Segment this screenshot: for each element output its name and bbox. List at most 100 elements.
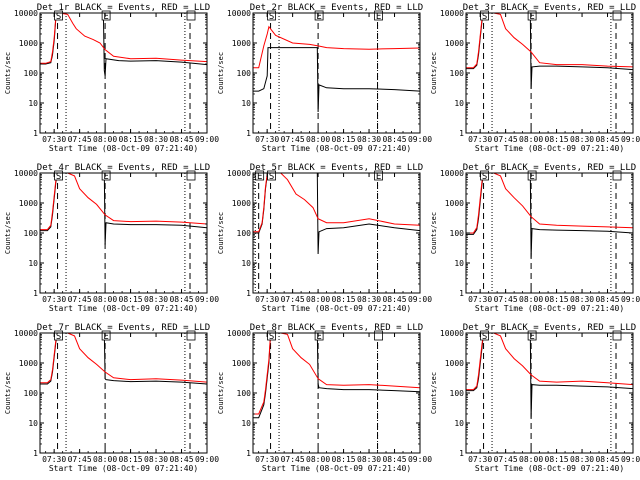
y-tick-label: 10000 — [440, 169, 464, 178]
y-axis-label: Counts/sec — [217, 212, 225, 254]
plot-frame — [39, 332, 208, 454]
x-tick-label: 07:45 — [494, 295, 518, 304]
events-series-line — [466, 333, 633, 418]
y-tick-label: 1 — [459, 289, 464, 298]
x-tick-label: 07:45 — [68, 135, 92, 144]
marker-box — [527, 10, 537, 21]
x-axis-label: Start Time (08-Oct-09 07:21:40) — [262, 144, 411, 153]
x-tick-label: 07:30 — [42, 135, 66, 144]
x-tick-label: 07:30 — [468, 135, 492, 144]
x-tick-label: 08:15 — [119, 455, 143, 464]
y-tick-label: 10 — [454, 419, 464, 428]
x-tick-label: 09:00 — [621, 455, 640, 464]
y-tick-label: 10000 — [440, 329, 464, 338]
x-tick-label: 08:15 — [332, 295, 356, 304]
x-tick-label: 08:45 — [382, 135, 406, 144]
y-tick-label: 1 — [246, 129, 251, 138]
y-tick-label: 100 — [24, 229, 39, 238]
x-tick-label: 07:30 — [42, 455, 66, 464]
y-axis-label: Counts/sec — [430, 52, 438, 94]
panel-title: Det 3r BLACK = Events, RED = LLD — [463, 3, 636, 13]
y-tick-label: 1 — [33, 129, 38, 138]
x-tick-label: 07:45 — [68, 455, 92, 464]
x-tick-label: 08:30 — [357, 135, 381, 144]
marker-box — [101, 330, 111, 341]
y-tick-label: 100 — [237, 229, 252, 238]
x-tick-label: 08:00 — [93, 455, 117, 464]
marker-box — [612, 330, 622, 341]
marker-label: S — [269, 332, 274, 342]
marker-box — [612, 10, 622, 21]
events-series-line — [253, 333, 420, 419]
x-tick-label: 09:00 — [621, 295, 640, 304]
plot-frame — [252, 12, 421, 134]
x-tick-label: 08:45 — [595, 135, 619, 144]
y-tick-label: 100 — [450, 229, 465, 238]
x-axis-label: Start Time (08-Oct-09 07:21:40) — [475, 464, 624, 473]
y-tick-label: 1000 — [445, 359, 464, 368]
x-tick-label: 08:30 — [144, 135, 168, 144]
x-tick-label: 09:00 — [195, 135, 219, 144]
marker-box — [101, 10, 111, 21]
y-axis-label: Counts/sec — [4, 212, 12, 254]
x-tick-label: 08:30 — [570, 455, 594, 464]
y-tick-label: 1000 — [19, 199, 38, 208]
y-tick-label: 10 — [28, 99, 38, 108]
x-tick-label: 08:00 — [519, 135, 543, 144]
y-tick-label: 1 — [246, 289, 251, 298]
plot-frame — [252, 172, 421, 294]
y-tick-label: 10000 — [227, 169, 251, 178]
marker-label: S — [56, 172, 61, 182]
x-tick-label: 08:15 — [545, 135, 569, 144]
y-tick-label: 10000 — [227, 329, 251, 338]
x-axis-label: Start Time (08-Oct-09 07:21:40) — [262, 304, 411, 313]
y-tick-label: 1 — [33, 449, 38, 458]
marker-box — [527, 330, 537, 341]
events-series-line — [40, 13, 207, 76]
y-tick-label: 1000 — [232, 199, 251, 208]
x-tick-label: 09:00 — [195, 295, 219, 304]
y-tick-label: 10000 — [14, 169, 38, 178]
plot-frame — [39, 172, 208, 294]
x-tick-label: 09:00 — [408, 295, 432, 304]
x-tick-label: 08:45 — [595, 295, 619, 304]
x-tick-label: 07:30 — [468, 295, 492, 304]
y-tick-label: 100 — [237, 389, 252, 398]
x-tick-label: 07:45 — [68, 295, 92, 304]
panel-title: Det 8r BLACK = Events, RED = LLD — [250, 323, 423, 333]
y-axis-label: Counts/sec — [430, 372, 438, 414]
x-tick-label: 08:30 — [570, 135, 594, 144]
x-tick-label: 07:45 — [494, 135, 518, 144]
marker-box — [374, 170, 383, 181]
marker-box — [612, 170, 622, 181]
lld-series-line — [40, 173, 207, 231]
y-tick-label: 10 — [241, 99, 251, 108]
y-axis-label: Counts/sec — [4, 372, 12, 414]
marker-label: E — [316, 12, 321, 22]
x-tick-label: 08:30 — [144, 455, 168, 464]
y-tick-label: 10 — [241, 419, 251, 428]
y-tick-label: 10000 — [227, 9, 251, 18]
x-tick-label: 08:30 — [570, 295, 594, 304]
y-tick-label: 10000 — [440, 9, 464, 18]
y-tick-label: 100 — [24, 389, 39, 398]
y-tick-label: 100 — [237, 69, 252, 78]
y-tick-label: 10 — [28, 419, 38, 428]
x-tick-label: 09:00 — [408, 455, 432, 464]
y-tick-label: 1000 — [445, 39, 464, 48]
x-tick-label: 08:15 — [545, 295, 569, 304]
x-tick-label: 08:30 — [357, 455, 381, 464]
marker-label: E — [103, 12, 108, 22]
lld-series-line — [253, 333, 420, 415]
marker-box — [186, 10, 196, 21]
y-tick-label: 1000 — [445, 199, 464, 208]
x-tick-label: 08:45 — [169, 455, 193, 464]
panel-title: Det 7r BLACK = Events, RED = LLD — [37, 323, 210, 333]
y-axis-label: Counts/sec — [430, 212, 438, 254]
panel-title: Det 2r BLACK = Events, RED = LLD — [250, 3, 423, 13]
lld-series-line — [253, 173, 420, 233]
marker-label: E — [257, 172, 262, 182]
events-series-line — [40, 333, 207, 385]
